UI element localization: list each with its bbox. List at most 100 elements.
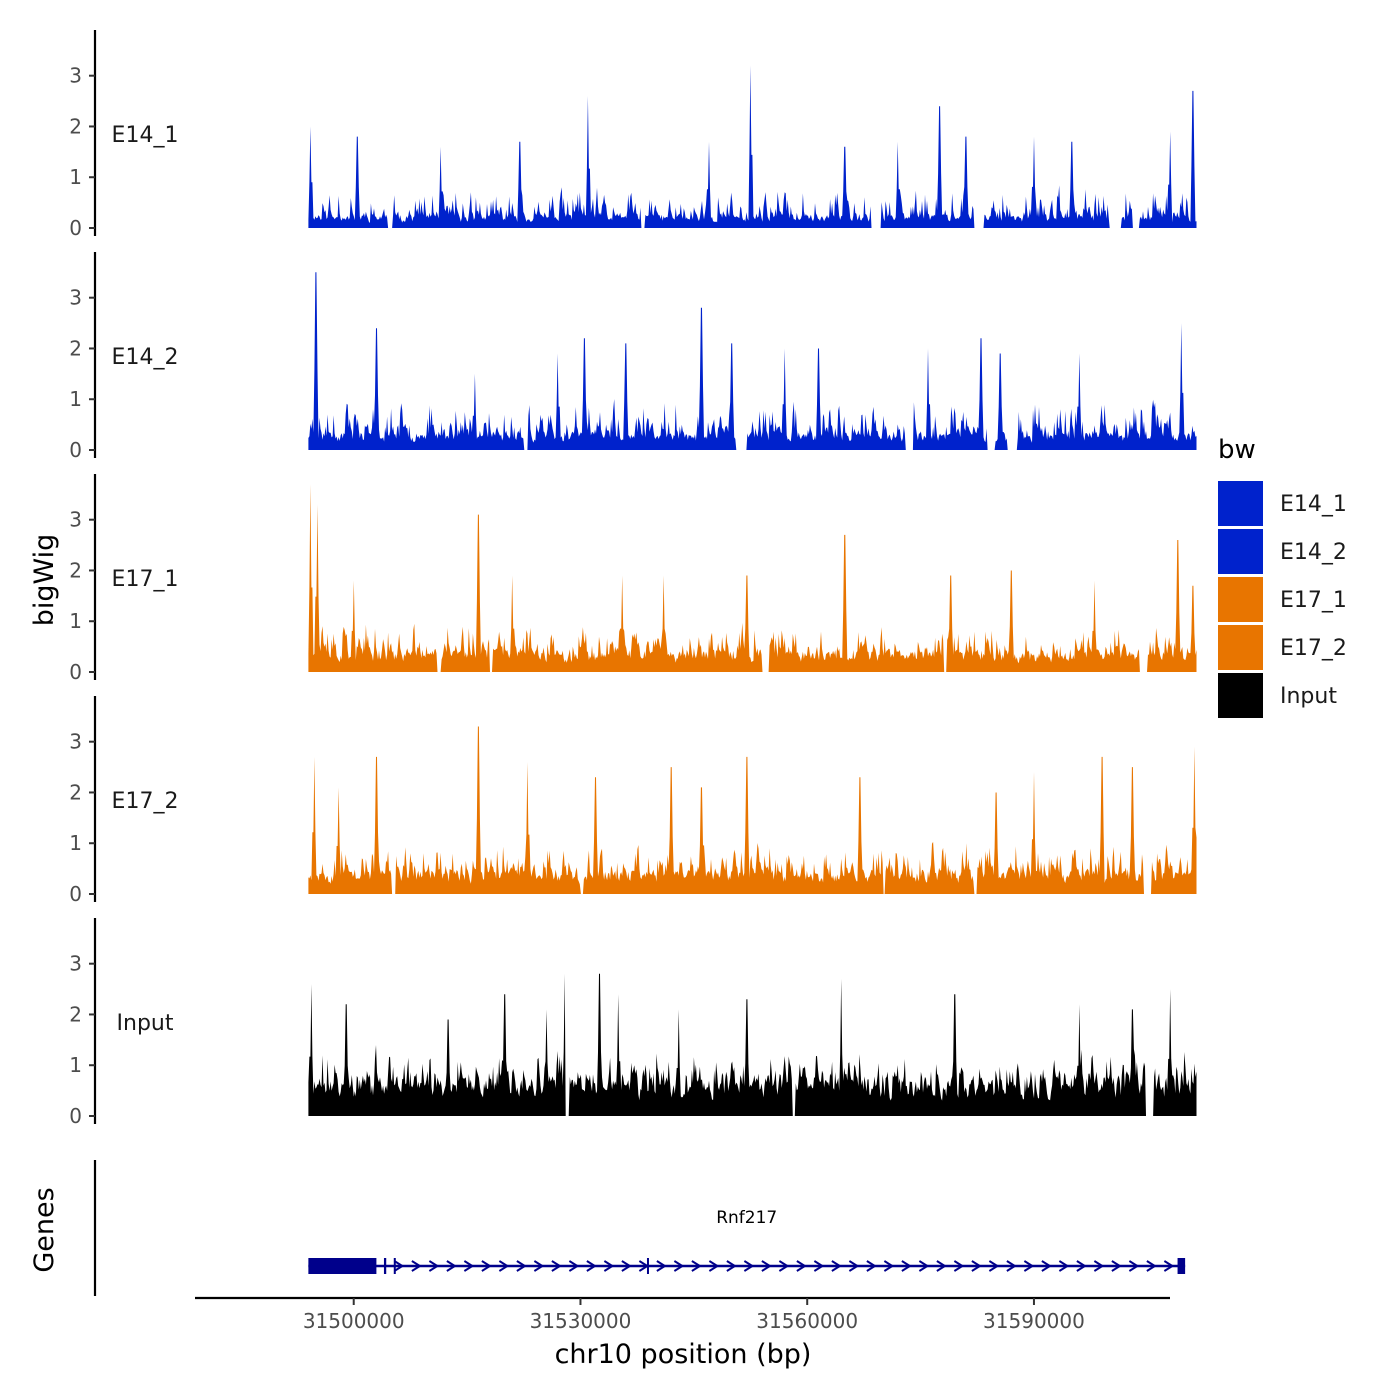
strand-arrow	[848, 1260, 860, 1272]
strand-arrow	[411, 1260, 422, 1272]
strand-arrow	[1006, 1260, 1017, 1272]
strand-arrow	[551, 1260, 562, 1272]
legend-label: E17_1	[1280, 588, 1347, 613]
y-tick-label: 0	[69, 882, 82, 906]
gene-exon	[383, 1258, 387, 1274]
legend-key	[1218, 625, 1263, 670]
y-tick-label: 2	[69, 558, 82, 582]
y-tick-label: 1	[69, 165, 82, 189]
strand-arrow	[603, 1260, 615, 1272]
y-axis-title: bigWig	[29, 534, 60, 627]
coverage-area	[308, 726, 1197, 894]
strand-arrow	[883, 1260, 895, 1272]
strand-arrow	[481, 1260, 492, 1272]
strand-arrow	[866, 1260, 877, 1272]
strand-arrow	[708, 1260, 720, 1272]
gene-exon	[646, 1258, 649, 1274]
strand-arrow	[918, 1260, 930, 1272]
legend-label: E14_2	[1280, 540, 1347, 565]
panel-Input: 0 1 2 3 Input	[69, 918, 1197, 1128]
panel-label: E14_1	[112, 123, 179, 148]
strand-arrow	[656, 1260, 667, 1272]
gene-label: Rnf217	[716, 1208, 777, 1228]
legend-label: E17_2	[1280, 636, 1347, 661]
y-tick-label: 2	[69, 1002, 82, 1026]
strand-arrow	[1093, 1260, 1105, 1272]
strand-arrow	[428, 1260, 440, 1272]
x-tick-label: 31590000	[983, 1309, 1085, 1333]
panel-label: E14_2	[112, 345, 179, 370]
y-tick-label: 2	[69, 336, 82, 360]
y-tick-label: 1	[69, 609, 82, 633]
legend-label: Input	[1280, 684, 1337, 709]
y-tick-label: 3	[69, 286, 82, 310]
legend-title: bw	[1218, 435, 1256, 465]
y-tick-label: 3	[69, 952, 82, 976]
legend-key	[1218, 529, 1263, 574]
strand-arrow	[498, 1260, 510, 1272]
coverage-area	[308, 973, 1197, 1116]
x-tick-label: 31560000	[756, 1309, 858, 1333]
panel-label: E17_1	[112, 567, 179, 592]
coverage-area	[308, 272, 1197, 450]
panel-E17_2: 0 1 2 3 E17_2	[69, 696, 1197, 906]
strand-arrow	[1128, 1260, 1140, 1272]
bigwig-panels: 0 1 2 3 E14_1 0 1 2 3 E14_2 0 1 2 3 E17_1 0 1 2 3 E17_2 0 1 2 3…	[69, 30, 1197, 1128]
panel-label: E17_2	[112, 789, 179, 814]
gene-exon	[1177, 1258, 1186, 1274]
strand-arrow	[1023, 1260, 1035, 1272]
strand-arrow	[778, 1260, 790, 1272]
gene-Rnf217: Rnf217	[308, 1208, 1186, 1274]
y-tick-label: 3	[69, 64, 82, 88]
legend-label: E14_1	[1280, 492, 1347, 517]
panel-E17_1: 0 1 2 3 E17_1	[69, 474, 1197, 684]
y-tick-label: 2	[69, 114, 82, 138]
strand-arrow	[586, 1260, 597, 1272]
y-tick-label: 1	[69, 1053, 82, 1077]
strand-arrow	[988, 1260, 1000, 1272]
gene-exon	[393, 1258, 396, 1274]
strand-arrow	[796, 1260, 807, 1272]
y-tick-label: 2	[69, 780, 82, 804]
gene-track-title: Genes	[29, 1187, 60, 1272]
strand-arrow	[673, 1260, 685, 1272]
strand-arrow	[936, 1260, 947, 1272]
strand-arrow	[463, 1260, 475, 1272]
panel-E14_1: 0 1 2 3 E14_1	[69, 30, 1197, 240]
y-tick-label: 1	[69, 831, 82, 855]
strand-arrow	[446, 1260, 457, 1272]
strand-arrow	[691, 1260, 702, 1272]
strand-arrow	[726, 1260, 737, 1272]
legend: bw E14_1 E14_2 E17_1 E17_2 Input	[1218, 435, 1347, 718]
strand-arrow	[1163, 1260, 1175, 1272]
panel-label: Input	[117, 1011, 174, 1036]
strand-arrow	[393, 1260, 405, 1272]
x-tick-label: 31530000	[530, 1309, 632, 1333]
y-tick-label: 3	[69, 730, 82, 754]
y-tick-label: 3	[69, 508, 82, 532]
strand-arrow	[568, 1260, 580, 1272]
strand-arrow	[1041, 1260, 1052, 1272]
legend-key	[1218, 577, 1263, 622]
strand-arrow	[1111, 1260, 1122, 1272]
strand-arrow	[621, 1260, 632, 1272]
x-axis: 31500000 31530000 31560000 31590000	[195, 1296, 1170, 1333]
y-tick-label: 0	[69, 1104, 82, 1128]
strand-arrow	[761, 1260, 772, 1272]
strand-arrow	[971, 1260, 982, 1272]
x-tick-label: 31500000	[303, 1309, 405, 1333]
panel-E14_2: 0 1 2 3 E14_2	[69, 252, 1197, 462]
coverage-area	[308, 65, 1197, 228]
coverage-area	[308, 484, 1197, 672]
gene-exon	[308, 1258, 377, 1274]
strand-arrow	[743, 1260, 755, 1272]
strand-arrow	[831, 1260, 842, 1272]
strand-arrow	[1058, 1260, 1070, 1272]
strand-arrow	[1076, 1260, 1087, 1272]
y-tick-label: 0	[69, 660, 82, 684]
gene-track: Genes Rnf217	[29, 1160, 1186, 1296]
strand-arrow	[1146, 1260, 1157, 1272]
x-axis-title: chr10 position (bp)	[555, 1339, 812, 1370]
strand-arrow	[516, 1260, 527, 1272]
